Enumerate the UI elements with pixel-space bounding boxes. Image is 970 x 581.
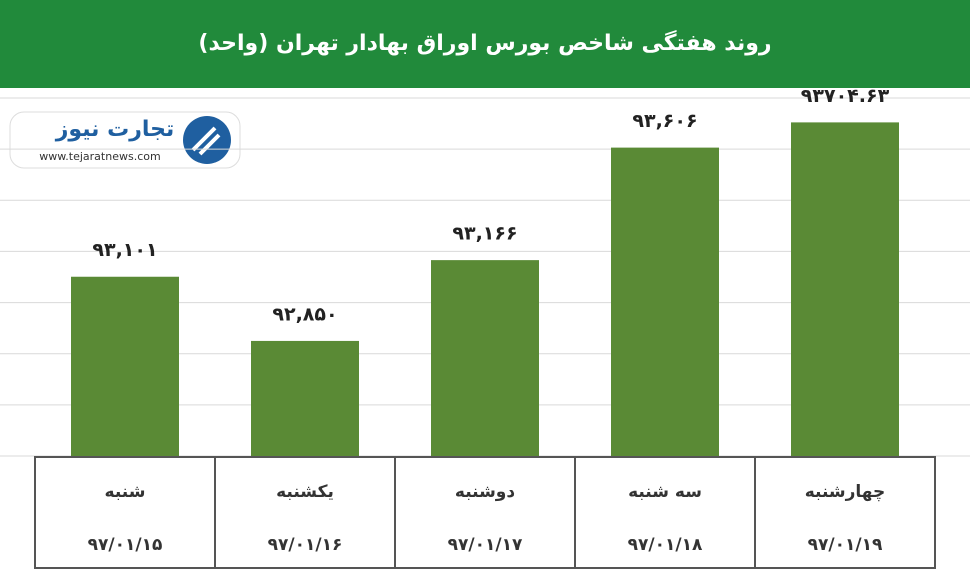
x-tick-label: سه شنبه bbox=[628, 482, 702, 502]
value-label: ۹۳,۶۰۶ bbox=[632, 110, 697, 132]
date-label: ۹۷/۰۱/۱۵ bbox=[88, 535, 163, 555]
bar bbox=[431, 260, 539, 456]
logo-name: تجارت نیوز bbox=[55, 117, 175, 142]
value-label: ۹۳,۱۶۶ bbox=[452, 223, 517, 245]
x-tick-label: چهارشنبه bbox=[805, 482, 886, 502]
chart-title: روند هفتگی شاخص بورس اوراق بهادار تهران … bbox=[198, 29, 771, 56]
bar bbox=[611, 147, 719, 456]
x-tick-label: دوشنبه bbox=[455, 482, 515, 502]
date-label: ۹۷/۰۱/۱۶ bbox=[268, 535, 343, 555]
header bbox=[0, 0, 970, 88]
logo-mark bbox=[191, 126, 221, 156]
table-border bbox=[34, 456, 936, 569]
date-label: ۹۷/۰۱/۱۷ bbox=[448, 535, 523, 555]
logo-box bbox=[9, 111, 241, 169]
bar bbox=[71, 276, 179, 456]
x-tick-label: شنبه bbox=[105, 482, 146, 502]
logo-icon bbox=[183, 116, 231, 164]
date-label: ۹۷/۰۱/۱۸ bbox=[628, 535, 703, 555]
value-label: ۹۳,۱۰۱ bbox=[92, 239, 157, 261]
x-tick-label: یکشنبه bbox=[276, 482, 334, 502]
value-label: ۹۳۷۰۴.۶۳ bbox=[801, 85, 890, 107]
value-label: ۹۲,۸۵۰ bbox=[272, 303, 337, 325]
date-label: ۹۷/۰۱/۱۹ bbox=[808, 535, 883, 555]
logo-url: www.tejaratnews.com bbox=[39, 150, 160, 163]
logo: تجارت نیوز www.tejaratnews.com bbox=[9, 111, 241, 169]
bar bbox=[791, 122, 899, 456]
bar bbox=[251, 340, 359, 456]
